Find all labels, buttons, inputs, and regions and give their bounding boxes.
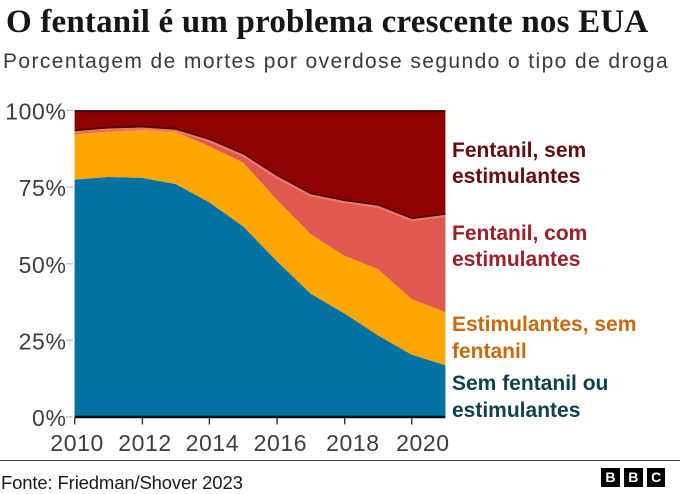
svg-text:2010: 2010: [50, 430, 104, 456]
svg-text:75%: 75%: [19, 175, 67, 201]
svg-text:2016: 2016: [254, 430, 308, 456]
svg-text:0%: 0%: [32, 405, 66, 431]
svg-text:2020: 2020: [396, 430, 450, 456]
svg-text:2014: 2014: [186, 430, 240, 456]
svg-text:25%: 25%: [19, 328, 67, 354]
svg-text:2018: 2018: [326, 430, 380, 456]
svg-text:100%: 100%: [5, 99, 66, 125]
svg-text:50%: 50%: [19, 252, 67, 278]
svg-text:2012: 2012: [118, 430, 172, 456]
